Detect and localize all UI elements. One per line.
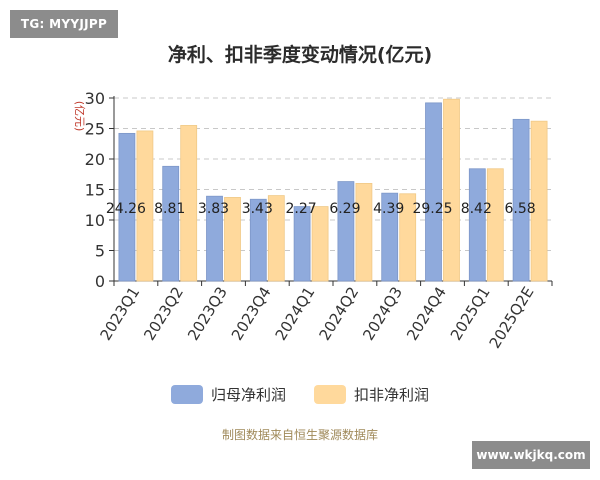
y-tick-label: 20	[85, 150, 105, 169]
data-label: 3.43	[242, 201, 273, 217]
legend-swatch-series-1	[170, 385, 203, 404]
y-axis-label: (亿元)	[73, 101, 86, 132]
bar-series-1	[512, 118, 530, 282]
y-tick-label: 10	[85, 211, 105, 230]
data-label: 24.26	[106, 201, 146, 217]
bar-series-1	[337, 181, 355, 282]
data-label: 2.27	[286, 201, 317, 217]
data-label: 29.25	[412, 201, 452, 217]
bar-series-1	[468, 168, 486, 282]
data-label: 4.39	[373, 201, 404, 217]
x-tick-label: 2024Q2	[315, 284, 362, 344]
bar-series-2	[399, 193, 417, 282]
x-tick-label: 2023Q4	[228, 284, 275, 344]
legend-label-series-2: 扣非净利润	[354, 386, 430, 404]
bar-series-1	[293, 206, 311, 282]
legend-label-series-1: 归母净利润	[210, 386, 286, 404]
bar-series-1	[381, 192, 399, 282]
x-tick-label: 2023Q3	[184, 284, 231, 344]
bar-series-2	[355, 182, 373, 282]
bar-series-2	[224, 197, 241, 282]
chart-legend: 归母净利润 扣非净利润	[0, 384, 600, 405]
y-tick-label: 15	[85, 181, 105, 200]
bar-series-1	[162, 165, 180, 282]
x-tick-label: 2024Q4	[403, 284, 450, 344]
data-label: 6.58	[505, 201, 536, 217]
bar-series-2	[443, 98, 460, 282]
x-tick-label: 2023Q2	[140, 284, 187, 344]
bar-series-1	[249, 198, 267, 282]
x-tick-label: 2023Q1	[96, 284, 143, 344]
legend-item-series-1: 归母净利润	[170, 384, 286, 405]
x-tick-label: 2025Q1	[447, 284, 494, 344]
y-tick-label: 5	[95, 242, 105, 261]
x-tick-label: 2024Q3	[359, 284, 406, 344]
bar-series-2	[136, 130, 154, 282]
data-label: 3.83	[198, 201, 229, 217]
bar-series-1	[118, 132, 136, 282]
source-note: 制图数据来自恒生聚源数据库	[221, 428, 378, 442]
bar-series-2	[530, 120, 548, 282]
y-tick-label: 30	[85, 89, 105, 108]
bar-series-1	[425, 102, 442, 282]
data-label: 8.81	[154, 201, 185, 217]
bar-series-2	[311, 206, 329, 282]
y-tick-label: 25	[85, 120, 105, 139]
bar-series-2	[267, 195, 285, 282]
chart-title: 净利、扣非季度变动情况(亿元)	[167, 44, 433, 66]
x-tick-label: 2025Q2E	[486, 284, 538, 352]
bar-series-2	[180, 125, 198, 282]
watermark-top: TG: MYYJJPP	[10, 10, 118, 38]
x-tick-label: 2024Q1	[272, 284, 319, 344]
y-tick-label: 0	[95, 272, 105, 291]
data-label: 8.42	[461, 201, 492, 217]
data-label: 6.29	[329, 201, 360, 217]
legend-item-series-2: 扣非净利润	[314, 384, 429, 405]
watermark-bottom: www.wkjkq.com	[472, 441, 590, 469]
bar-series-2	[486, 168, 504, 282]
bar-series-1	[206, 195, 223, 282]
legend-swatch-series-2	[314, 385, 346, 404]
